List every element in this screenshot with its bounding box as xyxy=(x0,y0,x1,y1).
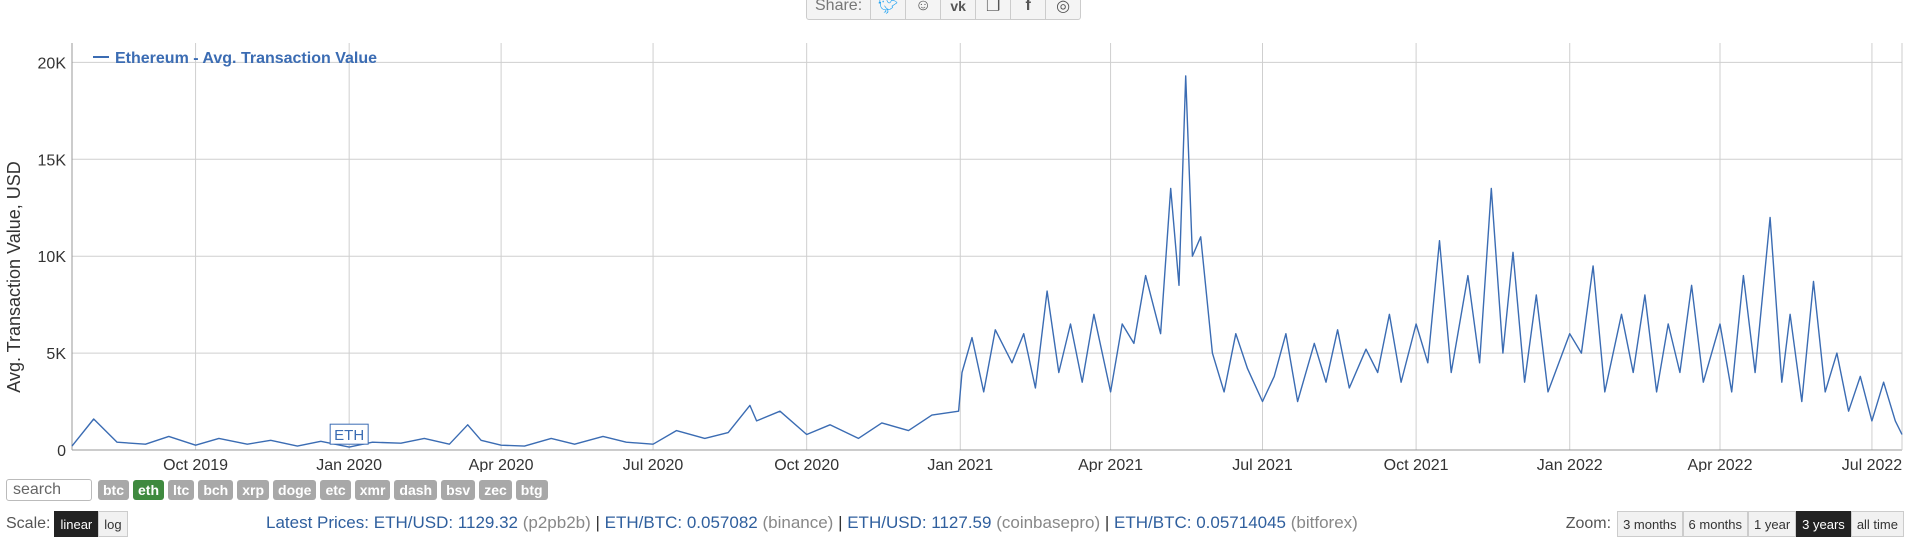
reddit-icon[interactable]: ☺ xyxy=(905,0,940,19)
x-tick-label: Apr 2020 xyxy=(469,457,534,472)
scale-selector: Scale: linear log xyxy=(6,511,128,537)
x-tick-label: Jul 2020 xyxy=(623,457,684,472)
search-input[interactable] xyxy=(6,479,92,501)
vk-icon[interactable]: vk xyxy=(940,0,975,19)
series xyxy=(71,75,1903,448)
x-axis: Oct 2019 Jan 2020 Apr 2020 Jul 2020 Oct 2020… xyxy=(163,457,1902,472)
coin-button-ltc[interactable]: ltc xyxy=(168,480,195,500)
coin-button-bch[interactable]: bch xyxy=(198,480,234,500)
annotation-box xyxy=(329,423,369,445)
scale-option-log[interactable]: log xyxy=(98,511,128,537)
zoom-option-3-years[interactable]: 3 years xyxy=(1796,511,1851,537)
price-separator: | xyxy=(1100,513,1115,532)
twitter-icon[interactable]: 🐦︎ xyxy=(870,0,905,19)
y-axis-title: Avg. Transaction Value, USD xyxy=(4,161,24,392)
coin-button-btg[interactable]: btg xyxy=(515,480,548,500)
coin-button-btc[interactable]: btc xyxy=(98,480,129,500)
price-exchange: (coinbasepro) xyxy=(996,513,1101,532)
scale-option-linear[interactable]: linear xyxy=(54,511,99,537)
price-item[interactable]: ETH/BTC: 0.05714045 xyxy=(1114,513,1291,532)
price-separator: | xyxy=(590,513,605,532)
zoom-label: Zoom: xyxy=(1565,515,1612,532)
price-exchange: (bitforex) xyxy=(1290,513,1358,532)
y-tick-label: 15K xyxy=(38,152,67,169)
y-axis: 0 5K 10K 15K 20K xyxy=(38,55,67,460)
price-exchange: (binance) xyxy=(762,513,834,532)
coin-button-xmr[interactable]: xmr xyxy=(354,480,391,500)
eth-annotation: ETH xyxy=(329,423,369,445)
coin-button-dash[interactable]: dash xyxy=(394,480,438,500)
x-tick-label: Apr 2021 xyxy=(1078,457,1143,472)
grid xyxy=(71,43,1903,451)
share-bar: Share: 🐦︎ ☺ vk ❐ f ◎ xyxy=(806,0,1082,20)
coin-button-zec[interactable]: zec xyxy=(479,480,512,500)
x-tick-label: Jan 2020 xyxy=(316,457,382,472)
price-item[interactable]: ETH/BTC: 0.057082 xyxy=(604,513,763,532)
scale-label: Scale: xyxy=(6,515,51,532)
coin-button-eth[interactable]: eth xyxy=(133,480,164,500)
x-tick-label: Jan 2022 xyxy=(1537,457,1603,472)
x-tick-label: Oct 2019 xyxy=(163,457,228,472)
x-tick-label: Apr 2022 xyxy=(1688,457,1753,472)
zoom-option-6-months[interactable]: 6 months xyxy=(1682,511,1749,537)
y-tick-label: 10K xyxy=(38,249,67,266)
copy-icon[interactable]: ❐ xyxy=(975,0,1010,19)
y-tick-label: 5K xyxy=(46,346,66,363)
x-tick-label: Oct 2021 xyxy=(1384,457,1449,472)
weibo-icon[interactable]: ◎ xyxy=(1045,0,1080,19)
zoom-option-3-months[interactable]: 3 months xyxy=(1617,511,1683,537)
zoom-option-1-year[interactable]: 1 year xyxy=(1748,511,1797,537)
x-tick-label: Jan 2021 xyxy=(927,457,993,472)
chart: 0 5K 10K 15K 20K Oct 2019 Jan 2020 Apr 2020 Jul… xyxy=(4,43,1903,472)
y-tick-label: 20K xyxy=(38,55,67,72)
series-line xyxy=(71,75,1903,448)
share-label: Share: xyxy=(815,0,863,14)
price-item[interactable]: ETH/USD: 1129.32 xyxy=(373,513,523,532)
legend[interactable]: Ethereum - Avg. Transaction Value xyxy=(93,50,377,67)
price-exchange: (p2pb2b) xyxy=(522,513,591,532)
legend-label: Ethereum - Avg. Transaction Value xyxy=(115,50,377,67)
facebook-icon[interactable]: f xyxy=(1010,0,1045,19)
zoom-selector: Zoom: 3 months 6 months 1 year 3 years all t… xyxy=(1566,511,1904,537)
coin-button-doge[interactable]: doge xyxy=(273,480,317,500)
coin-button-etc[interactable]: etc xyxy=(320,480,351,500)
zoom-option-all-time[interactable]: all time xyxy=(1850,511,1904,537)
annotation-label: ETH xyxy=(334,427,364,444)
x-tick-label: Oct 2020 xyxy=(774,457,839,472)
price-separator: | xyxy=(833,513,848,532)
price-item[interactable]: ETH/USD: 1127.59 xyxy=(847,513,997,532)
coin-button-bsv[interactable]: bsv xyxy=(441,480,476,500)
latest-prices: Latest Prices: ETH/USD: 1129.32 (p2pb2b)… xyxy=(266,513,1358,533)
x-tick-label: Jul 2021 xyxy=(1232,457,1293,472)
coin-button-xrp[interactable]: xrp xyxy=(237,480,270,500)
latest-prices-label: Latest Prices: xyxy=(266,513,369,532)
y-tick-label: 0 xyxy=(57,443,66,460)
x-tick-label: Jul 2022 xyxy=(1842,457,1903,472)
